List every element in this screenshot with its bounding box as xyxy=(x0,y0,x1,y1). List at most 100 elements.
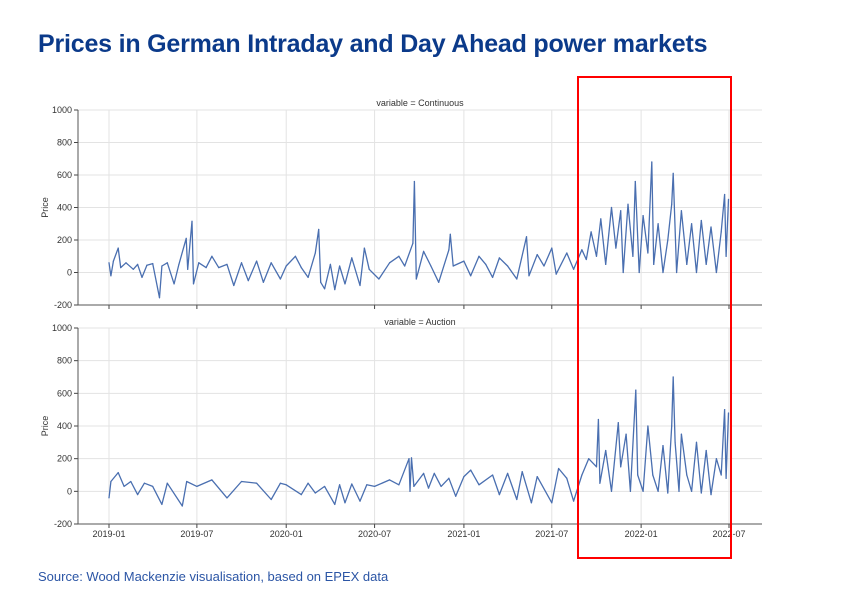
data-point xyxy=(191,220,193,222)
data-point xyxy=(724,193,726,196)
y-tick-label: -200 xyxy=(54,519,72,529)
data-point xyxy=(307,482,309,484)
data-point xyxy=(433,472,435,474)
x-tick-label: 2020-07 xyxy=(358,529,391,539)
data-point xyxy=(218,267,220,269)
data-point xyxy=(705,449,707,452)
data-point xyxy=(463,260,465,262)
data-point xyxy=(638,271,640,274)
data-point xyxy=(516,498,518,501)
data-point xyxy=(452,265,454,267)
data-point xyxy=(187,268,189,270)
data-point xyxy=(605,449,607,452)
data-point xyxy=(226,497,228,499)
y-tick-label: 200 xyxy=(57,235,72,245)
data-point xyxy=(620,466,622,468)
y-tick-label: 200 xyxy=(57,454,72,464)
data-point xyxy=(339,265,341,267)
y-axis-label: Price xyxy=(40,416,50,437)
data-point xyxy=(413,180,415,183)
highlight-box xyxy=(577,76,732,559)
y-tick-label: 400 xyxy=(57,203,72,213)
data-point xyxy=(279,482,281,484)
data-point xyxy=(351,483,353,485)
data-point xyxy=(637,474,639,476)
data-point xyxy=(600,218,602,220)
data-point xyxy=(720,474,722,476)
data-point xyxy=(627,203,629,205)
data-point xyxy=(294,255,297,257)
data-point xyxy=(152,262,154,265)
data-point xyxy=(652,474,654,476)
data-point xyxy=(485,263,487,265)
data-point xyxy=(255,260,258,262)
data-point xyxy=(551,247,553,249)
data-point xyxy=(108,262,110,264)
data-point xyxy=(123,485,125,488)
data-point xyxy=(132,268,134,270)
data-point xyxy=(507,472,509,474)
data-point xyxy=(240,480,243,483)
data-point xyxy=(557,467,560,470)
data-point xyxy=(629,490,632,492)
data-point xyxy=(686,263,688,265)
data-point xyxy=(408,458,410,460)
data-point xyxy=(597,418,599,421)
data-point xyxy=(615,247,617,249)
data-point xyxy=(657,490,659,492)
data-point xyxy=(573,268,575,270)
data-point xyxy=(715,271,717,274)
panel-title: variable = Auction xyxy=(384,317,455,327)
data-point xyxy=(625,433,627,435)
y-tick-label: 1000 xyxy=(52,105,72,115)
data-point xyxy=(647,425,649,427)
data-point xyxy=(398,484,400,486)
data-point xyxy=(725,477,727,479)
y-tick-label: -200 xyxy=(54,300,72,310)
data-point xyxy=(430,265,432,267)
data-point xyxy=(686,474,688,476)
data-point xyxy=(588,458,590,460)
x-tick-label: 2020-01 xyxy=(270,529,303,539)
data-point xyxy=(667,239,669,241)
data-point xyxy=(507,265,509,267)
data-point xyxy=(423,472,425,474)
data-point xyxy=(141,276,143,278)
data-point xyxy=(307,276,309,278)
data-point xyxy=(270,262,272,264)
data-point xyxy=(667,492,669,494)
data-point xyxy=(233,284,235,287)
data-point xyxy=(700,492,702,494)
data-point xyxy=(581,249,583,251)
data-point xyxy=(173,283,175,285)
data-point xyxy=(470,275,472,277)
data-point xyxy=(120,267,122,269)
data-point xyxy=(186,480,188,483)
data-point xyxy=(351,257,353,259)
data-point xyxy=(727,198,730,200)
data-point xyxy=(672,172,674,174)
data-point xyxy=(448,477,450,479)
data-point xyxy=(130,480,132,483)
data-point xyxy=(680,433,683,435)
data-point xyxy=(398,255,400,257)
data-point xyxy=(653,263,655,265)
data-point xyxy=(695,271,698,274)
data-point xyxy=(192,283,195,285)
data-point xyxy=(158,297,161,299)
data-point xyxy=(573,500,575,502)
data-point xyxy=(620,210,622,212)
data-point xyxy=(662,445,664,447)
data-point xyxy=(314,492,316,494)
data-point xyxy=(632,255,634,257)
data-point xyxy=(599,482,601,484)
data-point xyxy=(700,219,702,222)
data-point xyxy=(720,231,722,233)
data-point xyxy=(427,487,430,489)
data-point xyxy=(498,257,500,259)
data-point xyxy=(581,474,583,476)
panel-title: variable = Continuous xyxy=(376,98,464,108)
source-note: Source: Wood Mackenzie visualisation, ba… xyxy=(38,569,389,584)
data-point xyxy=(642,215,644,217)
data-point xyxy=(161,265,163,267)
